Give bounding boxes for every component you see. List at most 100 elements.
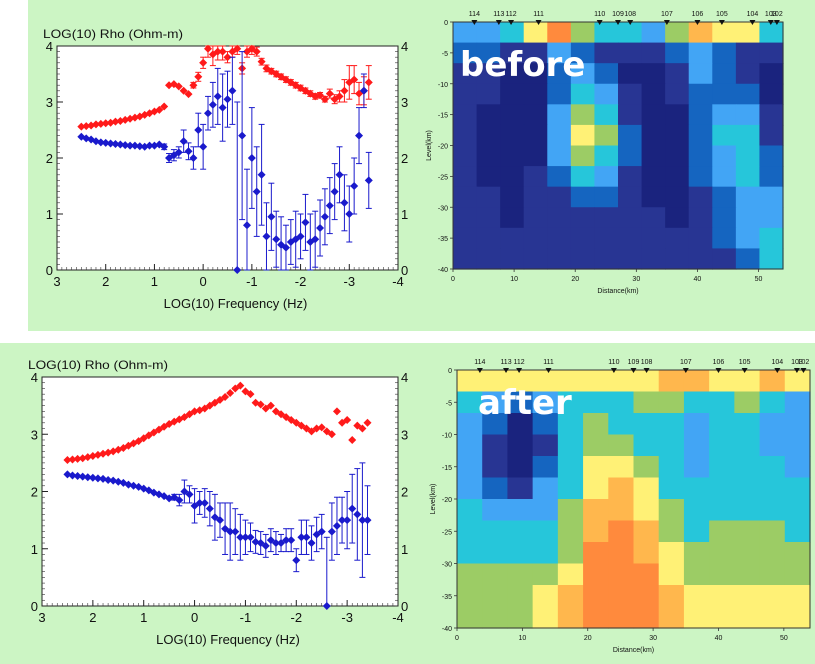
top-section-station-label: 111 <box>533 11 544 18</box>
bottom-section-cell <box>608 606 635 629</box>
bottom-section-cell <box>507 477 534 500</box>
bottom-section-cell <box>633 499 660 522</box>
bottom-section-station-label: 106 <box>713 359 725 366</box>
top-section-cell <box>641 186 666 208</box>
top-section-cell <box>735 83 761 105</box>
bottom-section-cell <box>784 542 811 565</box>
bottom-curve-red-point <box>226 389 235 398</box>
top-section-cell <box>759 104 784 126</box>
top-section-cell <box>665 104 690 126</box>
bottom-section-cell <box>683 499 710 522</box>
top-curve-red-point <box>233 44 242 53</box>
top-curve-red-point <box>194 72 203 81</box>
top-curve-blue-point <box>189 154 198 162</box>
top-section-cell <box>547 83 572 105</box>
top-section-cell <box>712 104 737 126</box>
top-curve-red-point <box>350 75 359 84</box>
top-section-cell <box>688 124 713 147</box>
bottom-curve-y-tick-label: 0 <box>31 599 38 614</box>
bottom-section-station-marker <box>793 368 800 373</box>
top-curve-blue-point <box>257 170 266 179</box>
bottom-section-station-label: 108 <box>641 359 653 366</box>
top-section-cell <box>547 166 572 188</box>
bottom-section-cell <box>709 542 735 565</box>
top-section-cell <box>594 124 619 147</box>
top-curve-y-tick-label-right: 3 <box>401 95 408 110</box>
bottom-curve-blue-point <box>205 504 214 513</box>
bottom-section-station-label: 113 <box>500 359 511 366</box>
top-curve-blue-point <box>204 109 213 118</box>
bottom-section-cell <box>784 606 811 629</box>
bottom-section-cell <box>557 585 584 608</box>
top-curve-blue-point <box>247 154 256 162</box>
top-curve-y-tick-label-right: 2 <box>401 151 408 166</box>
top-curve-red-point <box>213 47 222 56</box>
bottom-section-cell <box>683 434 710 457</box>
top-curve-blue-point <box>218 103 227 112</box>
bottom-section-cell <box>734 456 761 479</box>
top-section-cell <box>735 166 761 188</box>
bottom-section-cell <box>583 585 609 608</box>
top-curve-red-point <box>96 119 105 128</box>
top-curve-blue-point <box>238 131 247 140</box>
top-curve-blue-point <box>184 147 193 156</box>
bottom-section-cell <box>457 370 483 393</box>
top-section-cell <box>476 124 501 147</box>
bottom-section-cell <box>784 585 811 608</box>
bottom-section-cell <box>583 499 609 522</box>
top-section-cell <box>618 227 643 250</box>
bottom-section-cell <box>557 434 584 457</box>
bottom-curve-blue-point <box>302 533 311 542</box>
top-section-cell <box>712 166 737 188</box>
top-curve-blue-point <box>281 243 290 252</box>
top-section-cell <box>641 207 666 229</box>
top-section-cell <box>476 63 501 85</box>
bottom-section-cell <box>507 542 534 565</box>
top-curve-blue-point <box>130 141 139 150</box>
top-section-cell <box>688 83 713 105</box>
top-section-cell <box>712 207 737 229</box>
top-section-cell <box>453 186 478 208</box>
bottom-section-cell <box>532 434 559 457</box>
top-section-y-tick-label: -20 <box>438 144 448 151</box>
bottom-section-cell <box>709 434 735 457</box>
bottom-section-cell <box>709 606 735 629</box>
bottom-section-cell <box>709 456 735 479</box>
top-section-cell <box>688 166 713 188</box>
top-section-cell <box>547 207 572 229</box>
top-section-cell <box>641 145 666 167</box>
bottom-section-cell <box>583 434 609 457</box>
top-curve-blue-point <box>101 138 110 147</box>
top-section-station-label: 108 <box>624 11 636 18</box>
bottom-curve-red-point <box>327 430 336 439</box>
bottom-section-station-marker <box>715 368 722 373</box>
bottom-curve-red-point <box>266 401 275 410</box>
top-section-cell <box>453 124 478 147</box>
bottom-section-cell <box>583 606 609 629</box>
bottom-section-cell <box>759 542 786 565</box>
bottom-section-cell <box>633 563 660 586</box>
top-curve-red-point <box>316 91 325 100</box>
bottom-section-cell <box>658 413 685 436</box>
top-section-station-label: 110 <box>594 11 605 18</box>
top-curve-blue-point <box>267 212 276 221</box>
top-section-cell <box>618 63 643 85</box>
top-section-cell <box>500 22 525 44</box>
bottom-curve-blue-point <box>348 504 357 513</box>
bottom-curve-red-point <box>221 393 230 402</box>
top-section-cell <box>570 22 596 44</box>
top-section-cell <box>665 63 690 85</box>
top-section-cell <box>665 166 690 188</box>
bottom-curve-y-tick-label: 3 <box>31 427 38 442</box>
top-section-cell <box>735 186 761 208</box>
top-curve-blue-point <box>233 266 242 274</box>
top-section-y-tick-label: -30 <box>438 205 448 212</box>
bottom-section-cell <box>557 542 584 565</box>
top-section-cell <box>618 145 643 167</box>
bottom-curve-blue-point <box>185 490 194 499</box>
bottom-section-cell <box>759 413 786 436</box>
top-section-station-label: 112 <box>505 11 516 18</box>
top-section-cell <box>594 186 619 208</box>
top-curve-red-point <box>101 119 110 128</box>
bottom-section-y-tick-label: -40 <box>442 626 452 633</box>
